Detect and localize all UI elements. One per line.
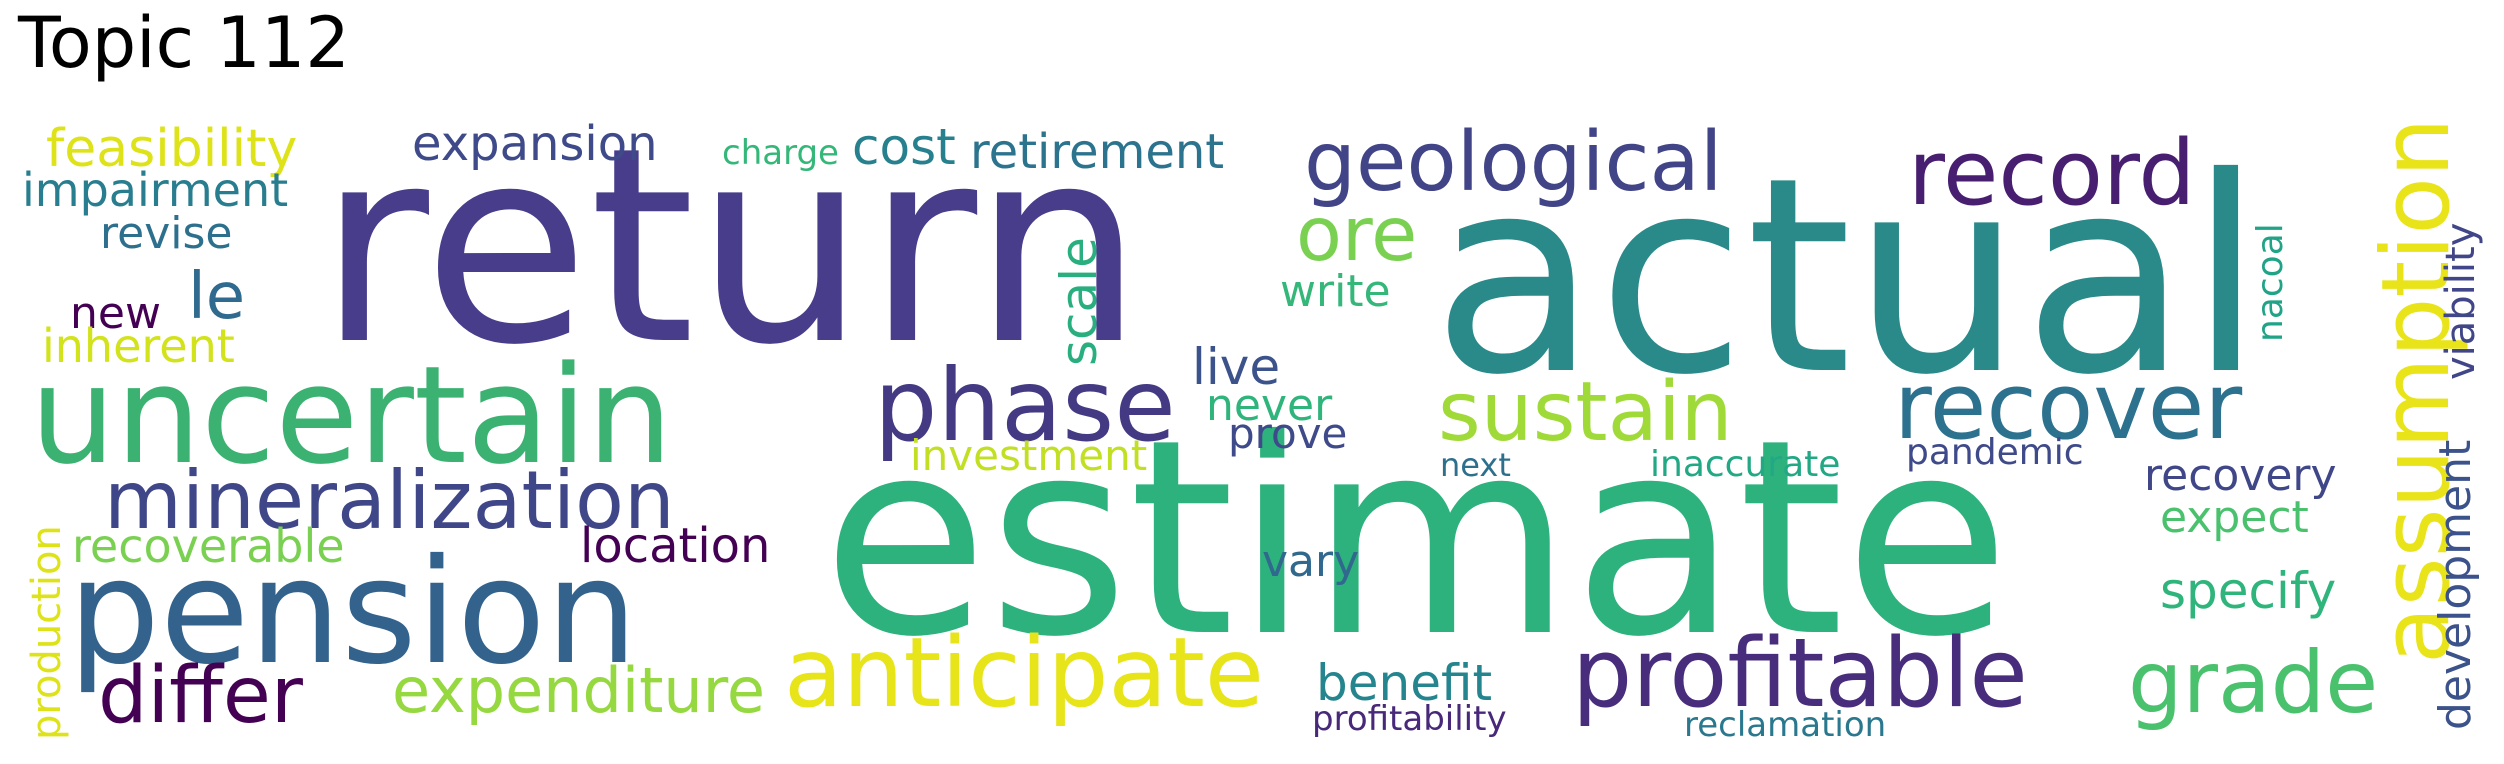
word-geological: geological (1304, 115, 1723, 210)
word-profitable: profitable (1572, 619, 2028, 729)
word-recoverable: recoverable (72, 519, 345, 573)
word-mineralization: mineralization (104, 454, 675, 547)
word-location: location (580, 518, 770, 574)
word-le: le (188, 260, 245, 334)
word-actual: actual (1432, 119, 2263, 434)
word-vary: vary (1262, 536, 1359, 587)
word-revise: revise (100, 208, 232, 259)
word-grade: grade (2128, 633, 2378, 733)
word-record: record (1908, 121, 2196, 226)
word-recovery: recovery (2144, 450, 2337, 501)
word-live: live (1192, 338, 1280, 396)
word-impairment: impairment (22, 163, 288, 217)
word-benefit: benefit (1316, 654, 1492, 712)
word-reclamation: reclamation (1684, 705, 1886, 745)
word-nacoal: nacoal (2250, 223, 2291, 342)
word-scale: scale (1050, 237, 1108, 366)
word-new: new (70, 288, 161, 339)
word-return: return (318, 89, 1144, 404)
word-anticipate: anticipate (784, 617, 1264, 729)
word-feasibility: feasibility (46, 119, 297, 179)
word-cost: cost (852, 118, 956, 176)
word-specify: specify (2160, 562, 2336, 620)
word-phase: phase (874, 347, 1176, 464)
word-retirement: retirement (970, 124, 1224, 180)
word-profitability: profitability (1312, 699, 1507, 739)
word-inherent: inherent (42, 319, 235, 373)
word-charge: charge (722, 133, 839, 173)
word-pension: pension (68, 528, 638, 697)
word-write: write (1280, 266, 1391, 317)
word-recover: recover (1894, 353, 2242, 460)
word-viability: viability (2438, 223, 2484, 380)
word-never: never (1206, 380, 1333, 431)
word-prove: prove (1228, 409, 1347, 458)
word-production: production (24, 525, 70, 740)
word-ore: ore (1296, 190, 1417, 278)
word-expect: expect (2160, 492, 2309, 543)
word-estimate: estimate (822, 381, 2010, 696)
page-title: Topic 112 (18, 2, 350, 84)
word-assumption: assumption (2362, 118, 2471, 664)
word-pandemic: pandemic (1906, 432, 2084, 473)
word-expansion: expansion (412, 116, 658, 172)
word-investment: investment (910, 431, 1147, 480)
word-inaccurate: inaccurate (1650, 444, 1840, 485)
word-uncertain: uncertain (30, 337, 673, 494)
word-expenditure: expenditure (392, 654, 765, 727)
word-differ: differ (98, 651, 304, 741)
word-sustain: sustain (1438, 365, 1733, 460)
word-development: development (2430, 440, 2481, 730)
word-next: next (1440, 446, 1511, 484)
